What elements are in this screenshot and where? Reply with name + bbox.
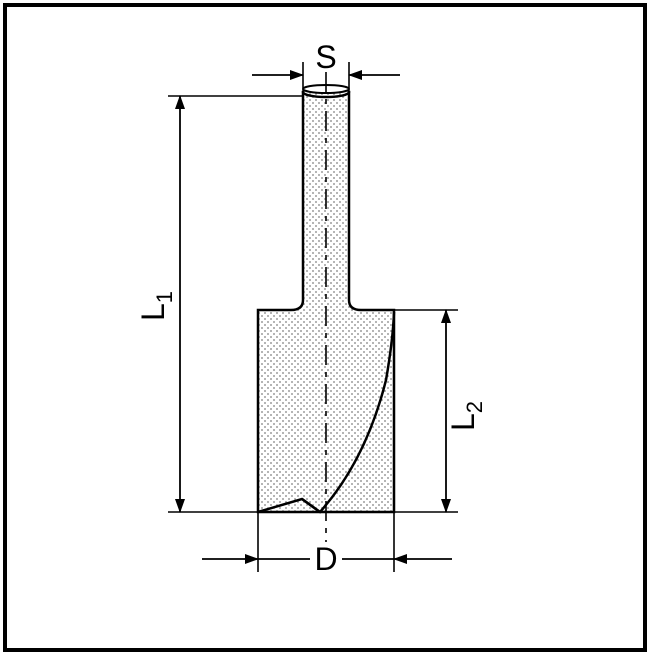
label-l1: L1: [135, 291, 177, 321]
diagram-container: S L1 L2: [0, 0, 650, 655]
technical-drawing: S L1 L2: [0, 0, 650, 655]
label-l2: L2: [445, 401, 487, 431]
svg-text:D: D: [314, 541, 337, 577]
label-s: S: [315, 39, 336, 75]
dimension-d: D D: [202, 512, 452, 577]
dimension-l2: L2: [394, 310, 487, 512]
